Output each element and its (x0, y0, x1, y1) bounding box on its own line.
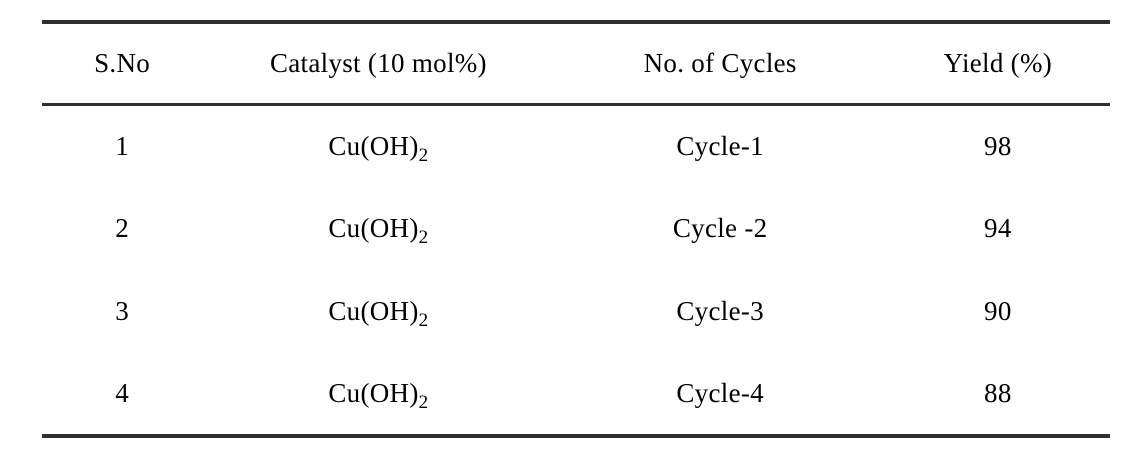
table-row: 1 Cu(OH)2 Cycle-1 98 (42, 104, 1110, 187)
column-header-cycles: No. of Cycles (643, 47, 797, 78)
cell-yield: 90 (984, 296, 1012, 326)
column-header-catalyst: Catalyst (10 mol%) (269, 47, 487, 78)
cell-cycles: Cycle-1 (676, 130, 764, 161)
cell-yield: 94 (984, 213, 1012, 243)
cell-catalyst: Cu(OH)2 (202, 187, 554, 270)
catalyst-recycling-table: S.No Catalyst (10 mol%) No. of Cycles Yi… (42, 20, 1110, 438)
cell-sno: 1 (115, 130, 129, 161)
cell-catalyst: Cu(OH)2 (202, 353, 554, 436)
formula-base: Cu(OH) (328, 130, 419, 161)
column-header-yield: Yield (%) (943, 47, 1053, 78)
cell-catalyst: Cu(OH)2 (202, 104, 554, 187)
cell-sno: 2 (115, 213, 129, 243)
formula-subscript: 2 (418, 310, 429, 331)
cell-yield: 88 (984, 378, 1012, 408)
formula-base: Cu(OH) (328, 378, 419, 408)
table-row: 2 Cu(OH)2 Cycle -2 94 (42, 187, 1110, 270)
formula-subscript: 2 (418, 144, 429, 166)
cell-cycles: Cycle-4 (676, 378, 764, 408)
formula-subscript: 2 (418, 392, 429, 413)
column-header-sno: S.No (94, 47, 151, 78)
cell-cycles: Cycle-3 (676, 296, 764, 326)
formula-base: Cu(OH) (328, 213, 419, 243)
cell-sno: 3 (115, 296, 129, 326)
cell-yield: 98 (984, 130, 1012, 161)
formula-subscript: 2 (418, 227, 429, 248)
cell-cycles: Cycle -2 (672, 213, 768, 243)
cell-catalyst: Cu(OH)2 (202, 270, 554, 353)
table-row: 3 Cu(OH)2 Cycle-3 90 (42, 270, 1110, 353)
table-row: 4 Cu(OH)2 Cycle-4 88 (42, 353, 1110, 436)
formula-base: Cu(OH) (328, 296, 419, 326)
cell-sno: 4 (115, 378, 129, 408)
table-header-row: S.No Catalyst (10 mol%) No. of Cycles Yi… (42, 22, 1110, 104)
